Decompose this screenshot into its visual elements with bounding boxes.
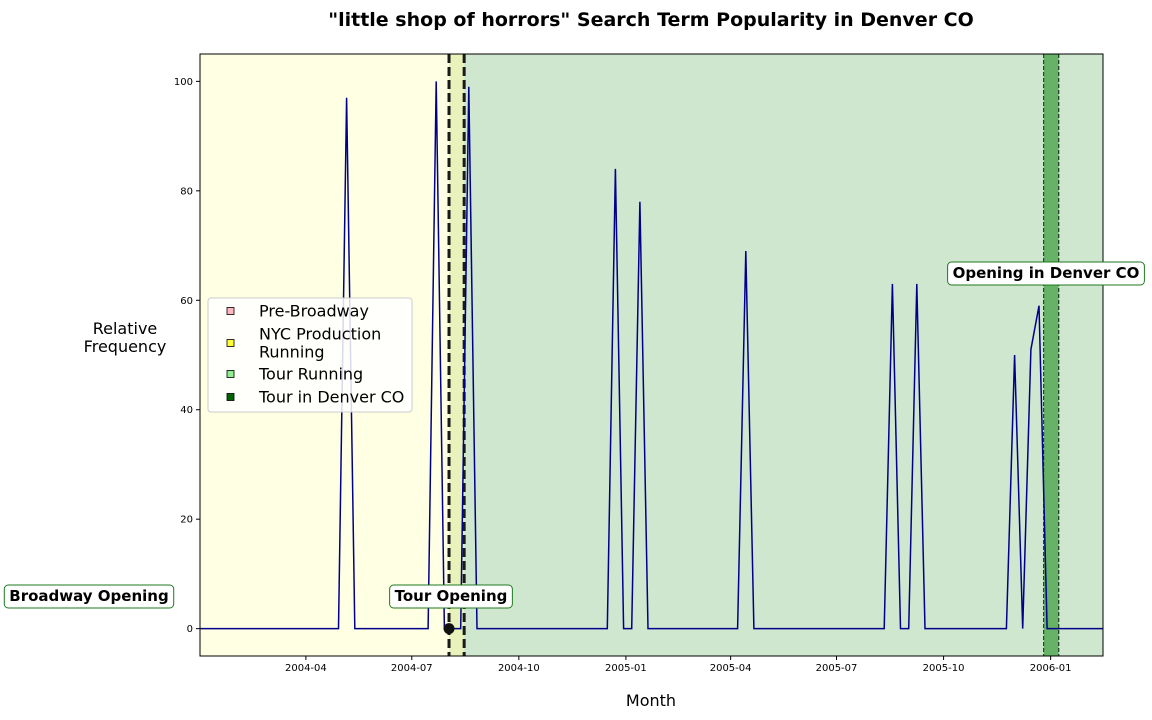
y-tick-label: 60 [180, 296, 193, 307]
y-tick-label: 80 [180, 186, 193, 197]
x-tick-label: 2005-01 [605, 663, 647, 674]
annotation-text: Broadway Opening [9, 587, 168, 605]
x-tick-label: 2006-01 [1030, 663, 1072, 674]
tour-opening-marker [443, 623, 455, 635]
x-tick-label: 2005-04 [710, 663, 752, 674]
x-tick-label: 2005-10 [923, 663, 965, 674]
annotation-box [389, 584, 513, 609]
x-tick-label: 2004-10 [498, 663, 540, 674]
x-axis-ticks: 2004-04 2004-07 2004-10 2005-01 2005-04 2005-… [285, 656, 1072, 674]
legend-entry-3: Tour Running [226, 365, 363, 384]
x-tick-label: 2005-07 [816, 663, 858, 674]
legend-entry-2: NYC Production Running [226, 325, 381, 362]
y-tick-label: 40 [180, 405, 193, 416]
legend-swatch [226, 307, 235, 315]
y-axis-title: Relative Frequency [84, 319, 167, 356]
legend-label: Pre-Broadway [259, 302, 369, 321]
y-axis-title-line: Relative [93, 319, 158, 338]
annotation-2: Tour Opening [389, 584, 513, 609]
legend-label: Tour in Denver CO [258, 388, 404, 407]
legend-label-line: Tour in Denver CO [258, 388, 404, 407]
y-tick-label: 0 [187, 624, 193, 635]
legend-label: NYC Production Running [259, 325, 381, 362]
annotation-box [947, 261, 1145, 286]
chart-title: "little shop of horrors" Search Term Pop… [328, 9, 974, 31]
y-axis-ticks: 0 20 40 60 80 100 [174, 77, 200, 635]
y-tick-label: 20 [180, 515, 193, 526]
annotation-1: Broadway Opening [3, 584, 175, 609]
period-band-4 [1058, 54, 1103, 656]
period-band-3 [1043, 54, 1059, 656]
x-tick-label: 2004-04 [285, 663, 327, 674]
legend-entry-1: Pre-Broadway [226, 302, 369, 321]
legend-swatch [226, 393, 235, 401]
legend-label-line: Running [259, 343, 325, 362]
legend: Pre-Broadway NYC Production Running Tour Ru… [207, 297, 413, 413]
annotation-3: Opening in Denver CO [947, 261, 1145, 286]
legend-label-line: Tour Running [258, 365, 363, 384]
legend-label-line: NYC Production [259, 325, 381, 344]
y-axis-title-line: Frequency [84, 337, 167, 356]
annotation-text: Opening in Denver CO [953, 264, 1140, 282]
legend-label: Tour Running [258, 365, 363, 384]
y-tick-label: 100 [174, 77, 193, 88]
legend-swatch [226, 339, 235, 347]
legend-swatch [226, 370, 235, 378]
x-axis-title: Month [626, 691, 676, 710]
annotation-box [3, 584, 175, 609]
legend-label-line: Pre-Broadway [259, 302, 369, 321]
annotations: Broadway Opening Tour Opening Opening in D… [3, 261, 1145, 609]
legend-box [207, 297, 413, 413]
period-bands [200, 54, 1103, 656]
period-band-2 [458, 54, 1044, 656]
annotation-text: Tour Opening [395, 587, 508, 605]
plot-frame [199, 53, 1104, 657]
x-tick-label: 2004-07 [391, 663, 433, 674]
legend-entry-4: Tour in Denver CO [226, 388, 404, 407]
overlap-band [449, 54, 465, 656]
